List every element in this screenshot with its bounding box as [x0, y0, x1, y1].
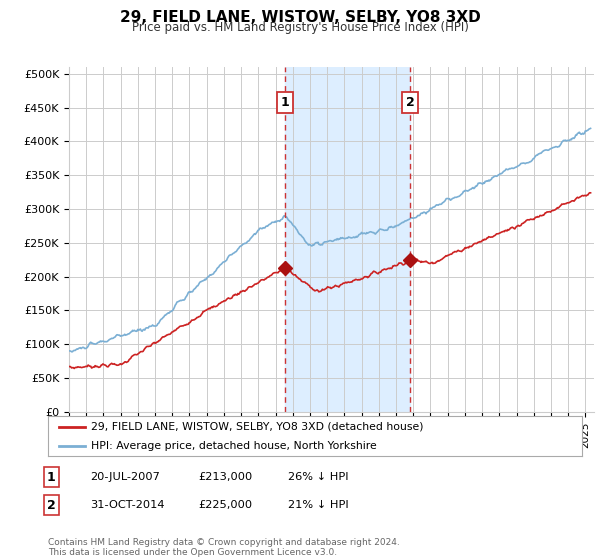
Text: Contains HM Land Registry data © Crown copyright and database right 2024.
This d: Contains HM Land Registry data © Crown c…: [48, 538, 400, 557]
Text: 26% ↓ HPI: 26% ↓ HPI: [288, 472, 349, 482]
Text: 1: 1: [47, 470, 55, 484]
Text: 1: 1: [281, 96, 289, 109]
Bar: [285, 67, 410, 412]
Text: 29, FIELD LANE, WISTOW, SELBY, YO8 3XD: 29, FIELD LANE, WISTOW, SELBY, YO8 3XD: [119, 10, 481, 25]
Text: HPI: Average price, detached house, North Yorkshire: HPI: Average price, detached house, Nort…: [91, 441, 376, 451]
Text: 2: 2: [406, 96, 415, 109]
Text: £213,000: £213,000: [198, 472, 252, 482]
Text: 29, FIELD LANE, WISTOW, SELBY, YO8 3XD (detached house): 29, FIELD LANE, WISTOW, SELBY, YO8 3XD (…: [91, 422, 423, 432]
Text: 31-OCT-2014: 31-OCT-2014: [90, 500, 164, 510]
Text: 20-JUL-2007: 20-JUL-2007: [90, 472, 160, 482]
Text: 2: 2: [47, 498, 55, 512]
Text: Price paid vs. HM Land Registry's House Price Index (HPI): Price paid vs. HM Land Registry's House …: [131, 21, 469, 34]
Text: £225,000: £225,000: [198, 500, 252, 510]
Text: 21% ↓ HPI: 21% ↓ HPI: [288, 500, 349, 510]
